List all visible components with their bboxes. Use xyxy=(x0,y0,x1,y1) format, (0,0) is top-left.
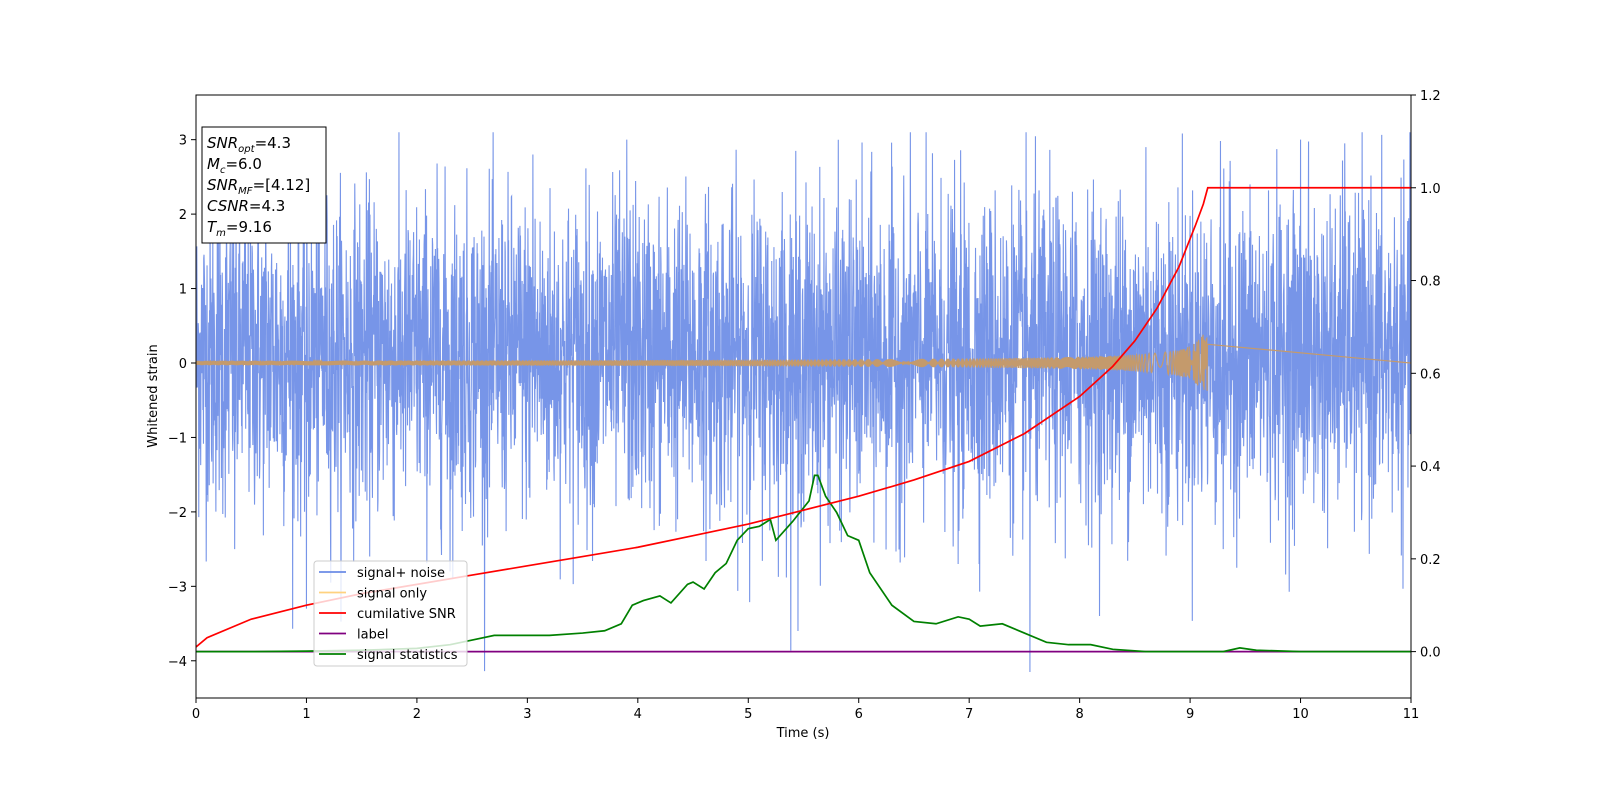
info-line: Tm=9.16 xyxy=(207,218,272,239)
legend-label: cumilative SNR xyxy=(357,607,456,622)
legend-frame xyxy=(313,560,468,667)
y-tick-label: −4 xyxy=(168,655,187,670)
info-line-subscript: opt xyxy=(238,144,255,155)
y-axis-label: Whitened strain xyxy=(146,344,161,447)
x-axis-label: Time (s) xyxy=(776,726,830,741)
info-line-value: =4.3 xyxy=(249,197,285,215)
y2-tick-label: 1.2 xyxy=(1420,89,1441,104)
x-tick-label: 2 xyxy=(413,707,421,722)
info-line-value: =[4.12] xyxy=(253,176,311,194)
info-line-symbol: T xyxy=(207,218,218,236)
x-tick-label: 9 xyxy=(1186,707,1194,722)
x-tick-label: 11 xyxy=(1403,707,1420,722)
info-line: SNRopt=4.3 xyxy=(207,134,291,155)
info-line: SNRMF=[4.12] xyxy=(207,176,310,197)
info-line-symbol: SNR xyxy=(207,134,238,152)
x-tick-label: 10 xyxy=(1292,707,1309,722)
legend-label: signal only xyxy=(357,587,427,602)
info-line-value: =9.16 xyxy=(226,218,272,236)
y-tick-label: −1 xyxy=(168,431,187,446)
info-line-value: =4.3 xyxy=(255,134,291,152)
info-line: CSNR=4.3 xyxy=(207,197,285,215)
x-axis: 0 1 2 3 4 5 6 7 8 9 10 11 xyxy=(192,698,1419,722)
info-box-frame xyxy=(201,126,327,244)
y-axis-left: −4 −3 −2 −1 0 1 2 3 xyxy=(168,134,196,670)
info-line-subscript: MF xyxy=(238,186,253,197)
info-line-subscript: m xyxy=(216,228,226,239)
x-tick-label: 0 xyxy=(192,707,200,722)
y2-tick-label: 1.0 xyxy=(1420,182,1441,197)
series-signal-noise-line xyxy=(196,132,1411,672)
y-tick-label: 0 xyxy=(179,357,187,372)
x-tick-label: 8 xyxy=(1075,707,1083,722)
series-signal-statistics-line xyxy=(196,474,1411,653)
y-tick-label: 3 xyxy=(179,134,187,149)
y2-tick-label: 0.2 xyxy=(1420,553,1441,568)
x-tick-label: 4 xyxy=(634,707,642,722)
y2-tick-label: 0.0 xyxy=(1420,646,1441,661)
y-tick-label: −3 xyxy=(168,580,187,595)
info-line-symbol: M xyxy=(207,155,220,173)
info-line-subscript: c xyxy=(220,165,226,176)
y2-tick-label: 0.8 xyxy=(1420,275,1441,290)
y-axis-right: 0.0 0.2 0.4 0.6 0.8 1.0 1.2 xyxy=(1411,89,1441,661)
legend-label: label xyxy=(357,628,388,643)
info-line-symbol: CSNR xyxy=(207,197,249,215)
x-tick-label: 3 xyxy=(523,707,531,722)
y-tick-label: −2 xyxy=(168,506,187,521)
x-tick-label: 7 xyxy=(965,707,973,722)
x-tick-label: 1 xyxy=(302,707,310,722)
info-line-symbol: SNR xyxy=(207,176,238,194)
legend-label: signal statistics xyxy=(357,648,458,663)
y2-tick-label: 0.4 xyxy=(1420,460,1441,475)
x-tick-label: 6 xyxy=(855,707,863,722)
y2-tick-label: 0.6 xyxy=(1420,367,1441,382)
x-tick-label: 5 xyxy=(744,707,752,722)
plot-frame xyxy=(195,94,1412,699)
legend-label: signal+ noise xyxy=(357,566,445,581)
info-line-value: =6.0 xyxy=(225,155,261,173)
y-tick-label: 2 xyxy=(179,208,187,223)
info-box: SNRopt=4.3Mc=6.0SNRMF=[4.12]CSNR=4.3Tm=9… xyxy=(201,126,327,244)
series-signal-only-line xyxy=(196,334,1411,391)
legend: signal+ noise signal only cumilative SNR la… xyxy=(313,560,468,667)
y-tick-label: 1 xyxy=(179,283,187,298)
info-line: Mc=6.0 xyxy=(207,155,262,176)
